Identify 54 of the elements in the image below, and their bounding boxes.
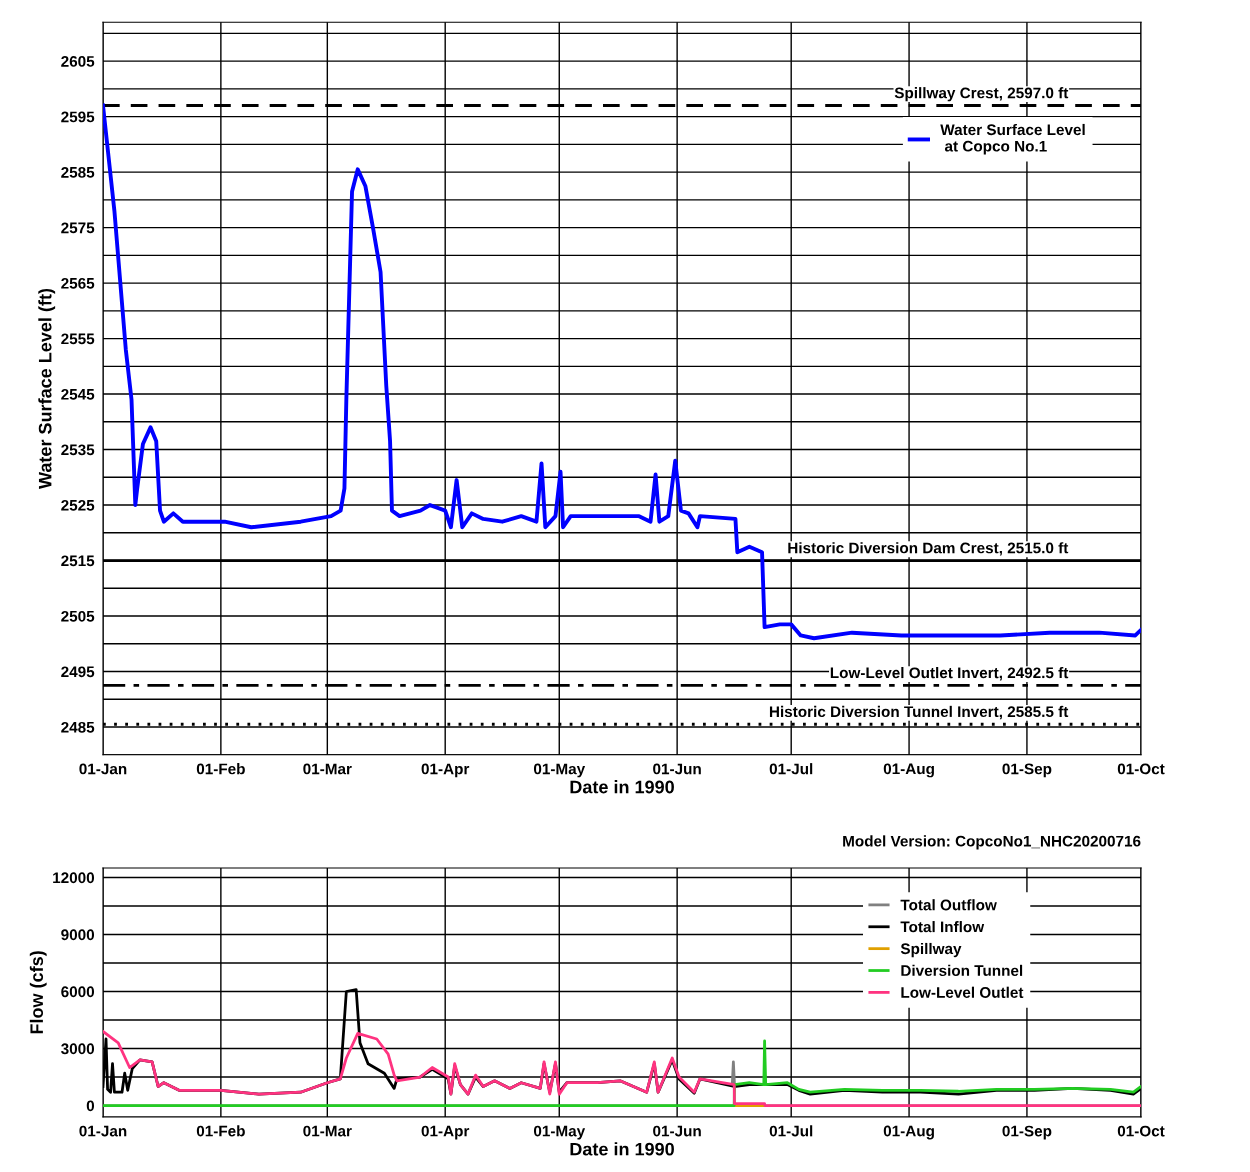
x-tick-label: 01-Jul xyxy=(769,1125,813,1137)
ref-line-label: Historic Diversion Dam Crest, 2515.0 ft xyxy=(788,542,1069,556)
y-tick-label: 2545 xyxy=(61,388,95,400)
y-tick-label: 2585 xyxy=(61,166,95,178)
x-tick-label: 01-May xyxy=(533,763,586,778)
y-tick-label: 3000 xyxy=(61,1043,95,1055)
x-tick-label: 01-Jul xyxy=(769,763,813,775)
y-tick-label: 9000 xyxy=(61,929,95,941)
x-tick-label: 01-Feb xyxy=(196,763,245,775)
y-tick-label: 2565 xyxy=(61,277,95,289)
y-tick-label: 2505 xyxy=(61,610,95,622)
x-axis-title: Date in 1990 xyxy=(570,780,674,794)
x-tick-label: 01-Aug xyxy=(883,763,934,778)
x-tick-label: 01-Feb xyxy=(196,1125,245,1137)
x-tick-label: 01-Aug xyxy=(883,1125,934,1140)
x-tick-label: 01-May xyxy=(533,1125,586,1140)
x-tick-label: 01-Jun xyxy=(653,763,701,775)
x-tick-label: 01-Oct xyxy=(1117,763,1165,775)
y-tick-label: 2535 xyxy=(61,444,95,456)
x-tick-label: 01-Jan xyxy=(79,1125,127,1137)
text: Model Version: CopcoNo1_NHC20200716 xyxy=(843,835,1141,850)
y-tick-label: 2575 xyxy=(61,222,95,234)
y-tick-label: 2525 xyxy=(61,499,95,511)
legend-label: Total Outflow xyxy=(900,899,997,911)
x-axis-title: Date in 1990 xyxy=(570,1142,674,1156)
x-tick-label: 01-Oct xyxy=(1117,1125,1165,1137)
legend-label: Total Inflow xyxy=(900,921,985,933)
y-tick-label: 2595 xyxy=(61,111,95,123)
y-tick-label: 2555 xyxy=(61,333,95,345)
x-tick-label: 01-Apr xyxy=(421,763,470,778)
y-axis-title: Water Surface Level (ft) xyxy=(38,288,56,489)
ref-line-label: Historic Diversion Tunnel Invert, 2585.5 ft xyxy=(769,705,1069,720)
x-tick-label: 01-Jun xyxy=(653,1125,701,1137)
y-tick-label: 2515 xyxy=(61,555,95,567)
legend-label: Low-Level Outlet xyxy=(901,986,1024,998)
y-tick-label: 2605 xyxy=(61,55,95,67)
y-tick-label: 12000 xyxy=(53,872,95,884)
legend-label: Diversion Tunnel xyxy=(901,964,1023,977)
y-tick-label: 2495 xyxy=(61,666,95,678)
y-tick-label: 2485 xyxy=(61,721,95,733)
x-tick-label: 01-Jan xyxy=(79,763,127,775)
legend-label: Spillway xyxy=(900,942,962,958)
ref-line-label: Low-Level Outlet Invert, 2492.5 ft xyxy=(830,666,1069,681)
x-tick-label: 01-Apr xyxy=(421,1125,470,1140)
x-tick-label: 01-Sep xyxy=(1002,763,1052,778)
ref-line-label: Spillway Crest, 2597.0 ft xyxy=(894,87,1069,102)
y-tick-label: 0 xyxy=(86,1100,95,1112)
legend-label: Water Surface Level at Copco No.1 xyxy=(940,123,1085,155)
y-axis-title: Flow (cfs) xyxy=(29,951,47,1034)
line-series xyxy=(103,103,1141,641)
x-tick-label: 01-Sep xyxy=(1002,1125,1052,1140)
y-tick-label: 6000 xyxy=(61,986,95,998)
x-tick-label: 01-Mar xyxy=(303,1125,352,1137)
x-tick-label: 01-Mar xyxy=(303,763,352,775)
